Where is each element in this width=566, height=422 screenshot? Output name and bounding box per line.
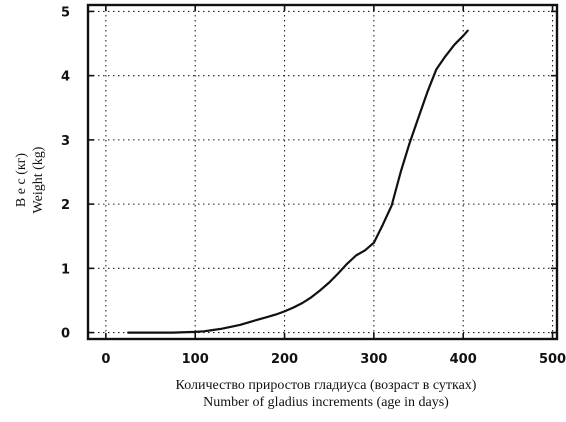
y-tick-label-0: 0 <box>61 327 70 342</box>
x-tick-label-4: 400 <box>450 352 477 367</box>
x-tick-label-1: 100 <box>182 352 209 367</box>
plot-frame <box>86 3 559 341</box>
x-axis-label-ru: Количество приростов гладиуса (возраст в… <box>176 378 477 393</box>
plot-series <box>127 29 469 334</box>
x-tick-label-3: 300 <box>360 352 387 367</box>
y-tick-label-1: 1 <box>61 262 70 277</box>
y-axis-label-ru: В е с (кг) <box>14 153 29 207</box>
y-tick-label-2: 2 <box>61 198 70 213</box>
x-tick-labels: 0 100 200 300 400 500 <box>101 352 566 367</box>
series-line-0 <box>127 29 469 334</box>
x-axis-label-en: Number of gladius increments (age in day… <box>203 395 449 410</box>
y-tick-labels: 0 1 2 3 4 5 <box>61 5 70 341</box>
axis-ticks <box>88 5 557 339</box>
x-tick-label-2: 200 <box>271 352 298 367</box>
grid-lines <box>88 5 557 339</box>
y-tick-label-4: 4 <box>61 70 70 85</box>
x-tick-label-5: 500 <box>539 352 566 367</box>
y-axis-label-en: Weight (kg) <box>31 146 46 213</box>
y-tick-label-3: 3 <box>61 134 70 149</box>
x-tick-label-0: 0 <box>101 352 110 367</box>
y-tick-label-5: 5 <box>61 5 70 20</box>
